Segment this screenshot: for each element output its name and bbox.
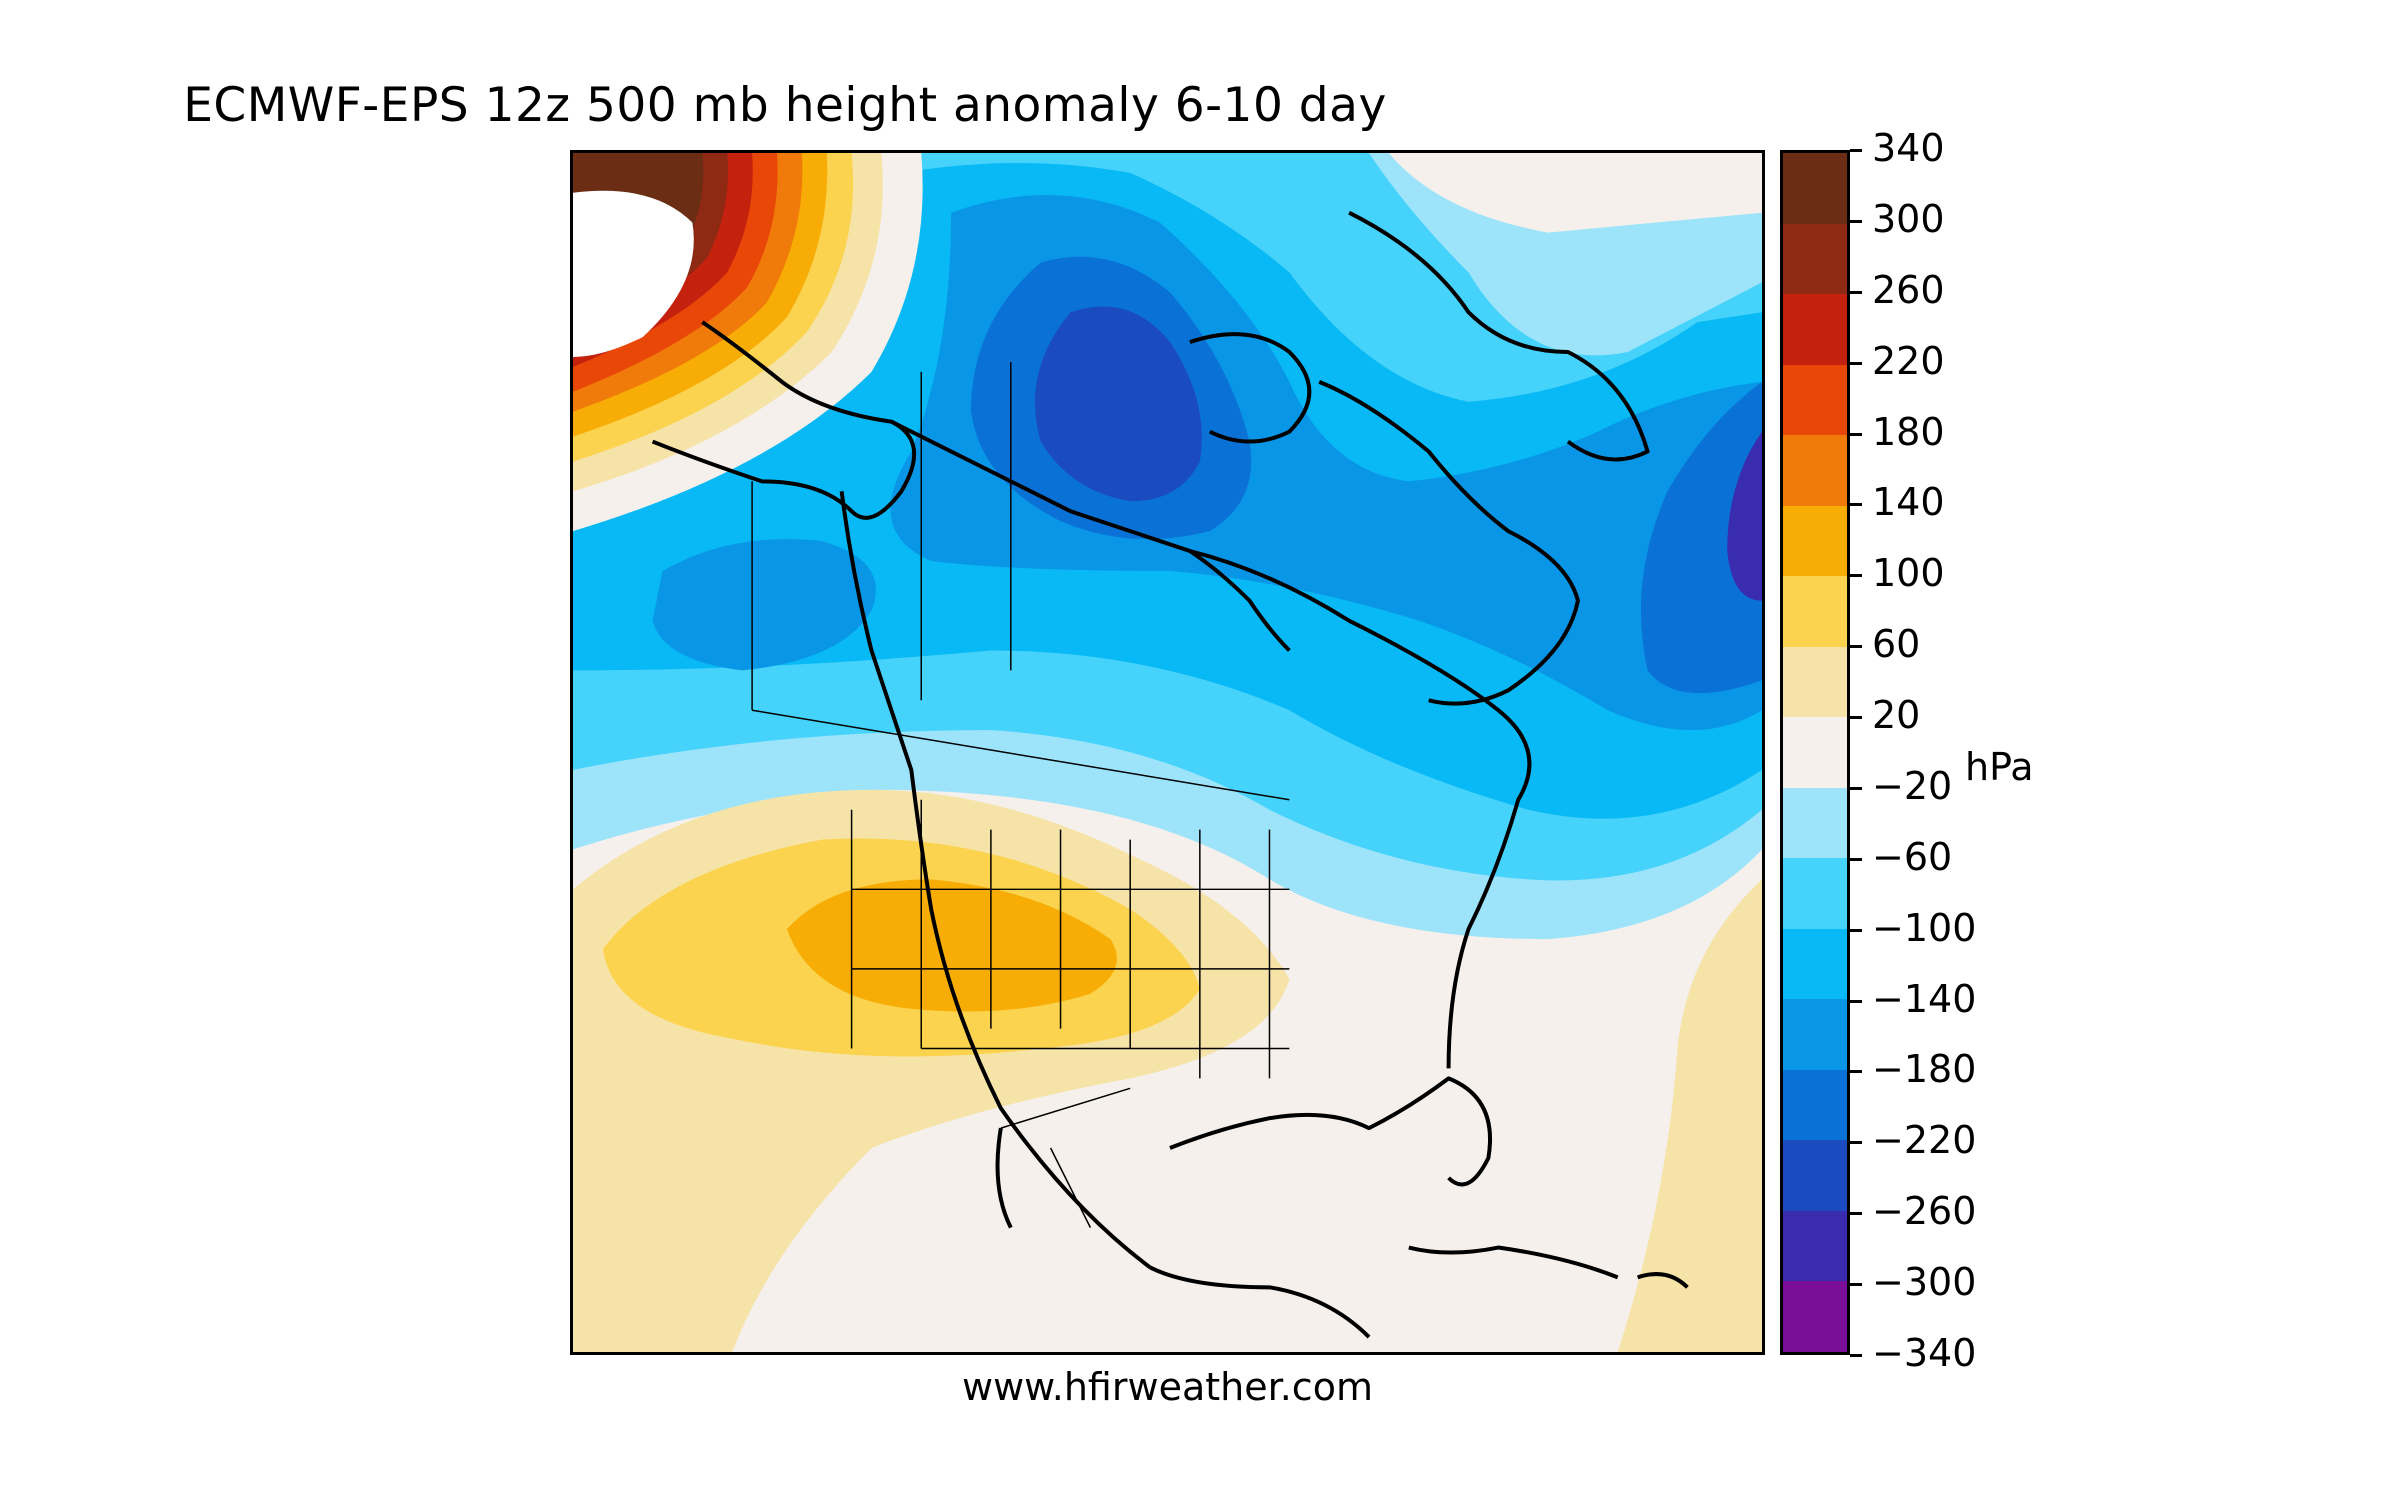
map-panel xyxy=(570,150,1765,1355)
negative-anomaly-west xyxy=(652,539,876,671)
tick-label: −180 xyxy=(1872,1047,1977,1092)
tick-mark xyxy=(1850,1070,1862,1074)
colorbar-segment xyxy=(1783,1069,1847,1141)
state-borders xyxy=(751,361,1290,1228)
colorbar xyxy=(1780,150,1850,1355)
tick-mark xyxy=(1850,149,1862,152)
tick-mark xyxy=(1850,1141,1862,1145)
tick-mark xyxy=(1850,645,1862,649)
colorbar-segment xyxy=(1783,1140,1847,1211)
tick-label: 220 xyxy=(1872,338,1945,383)
tick-label: −140 xyxy=(1872,976,1977,1021)
colorbar-segment xyxy=(1783,576,1847,647)
tick-label: −340 xyxy=(1872,1331,1977,1375)
tick-mark xyxy=(1850,1212,1862,1216)
colorbar-segment xyxy=(1783,858,1847,929)
source-footer: www.hfirweather.com xyxy=(962,1365,1373,1409)
tick-label: 140 xyxy=(1872,480,1945,525)
tick-label: 100 xyxy=(1872,551,1945,596)
colorbar-segment xyxy=(1783,999,1847,1070)
colorbar-segment xyxy=(1783,435,1847,506)
pole-mask xyxy=(573,190,694,357)
tick-mark xyxy=(1850,503,1862,507)
tick-mark xyxy=(1850,361,1862,365)
colorbar-segment xyxy=(1783,153,1847,224)
positive-anomaly-atlantic xyxy=(1617,879,1762,1352)
colorbar-segment xyxy=(1783,928,1847,1000)
tick-label: 60 xyxy=(1872,622,1921,667)
tick-label: −220 xyxy=(1872,1118,1977,1163)
tick-mark xyxy=(1850,574,1862,578)
negative-anomaly-east xyxy=(1640,381,1762,694)
colorbar-segment xyxy=(1783,646,1847,718)
tick-label: 260 xyxy=(1872,267,1945,312)
colorbar-segment xyxy=(1783,717,1847,788)
tick-label: −60 xyxy=(1872,834,1953,879)
tick-label: 340 xyxy=(1872,126,1945,170)
tick-label: 300 xyxy=(1872,196,1945,241)
colorbar-unit-label: hPa xyxy=(1965,745,2034,789)
negative-anomaly-core xyxy=(1727,431,1762,601)
tick-label: −260 xyxy=(1872,1189,1977,1234)
tick-mark xyxy=(1850,290,1862,294)
tick-mark xyxy=(1850,716,1862,720)
colorbar-segment xyxy=(1783,223,1847,295)
tick-label: −100 xyxy=(1872,905,1977,950)
tick-mark xyxy=(1850,999,1862,1003)
tick-mark xyxy=(1850,219,1862,223)
tick-mark xyxy=(1850,928,1862,932)
colorbar-segment xyxy=(1783,364,1847,436)
tick-label: 180 xyxy=(1872,409,1945,454)
tick-mark xyxy=(1850,786,1862,790)
colorbar-segment xyxy=(1783,787,1847,859)
negative-anomaly-core-2 xyxy=(1082,350,1171,474)
positive-anomaly-southwest-140 xyxy=(786,879,1117,1012)
tick-label: 20 xyxy=(1872,693,1921,738)
colorbar-segment xyxy=(1783,1281,1847,1352)
tick-label: −20 xyxy=(1872,763,1953,808)
tick-mark xyxy=(1850,857,1862,861)
coastlines xyxy=(651,210,1689,1339)
colorbar-segment xyxy=(1783,505,1847,577)
tick-mark xyxy=(1850,1354,1862,1357)
colorbar-segment xyxy=(1783,294,1847,365)
tick-mark xyxy=(1850,1283,1862,1287)
anomaly-map xyxy=(573,153,1762,1352)
colorbar-ticks: 340 300 260 220 180 140 100 60 20 −20 −60 −100 −140 −… xyxy=(1850,126,2050,1375)
colorbar-segment xyxy=(1783,1210,1847,1282)
tick-mark xyxy=(1850,432,1862,436)
tick-label: −300 xyxy=(1872,1260,1977,1305)
chart-title: ECMWF-EPS 12z 500 mb height anomaly 6-10… xyxy=(183,78,1387,133)
